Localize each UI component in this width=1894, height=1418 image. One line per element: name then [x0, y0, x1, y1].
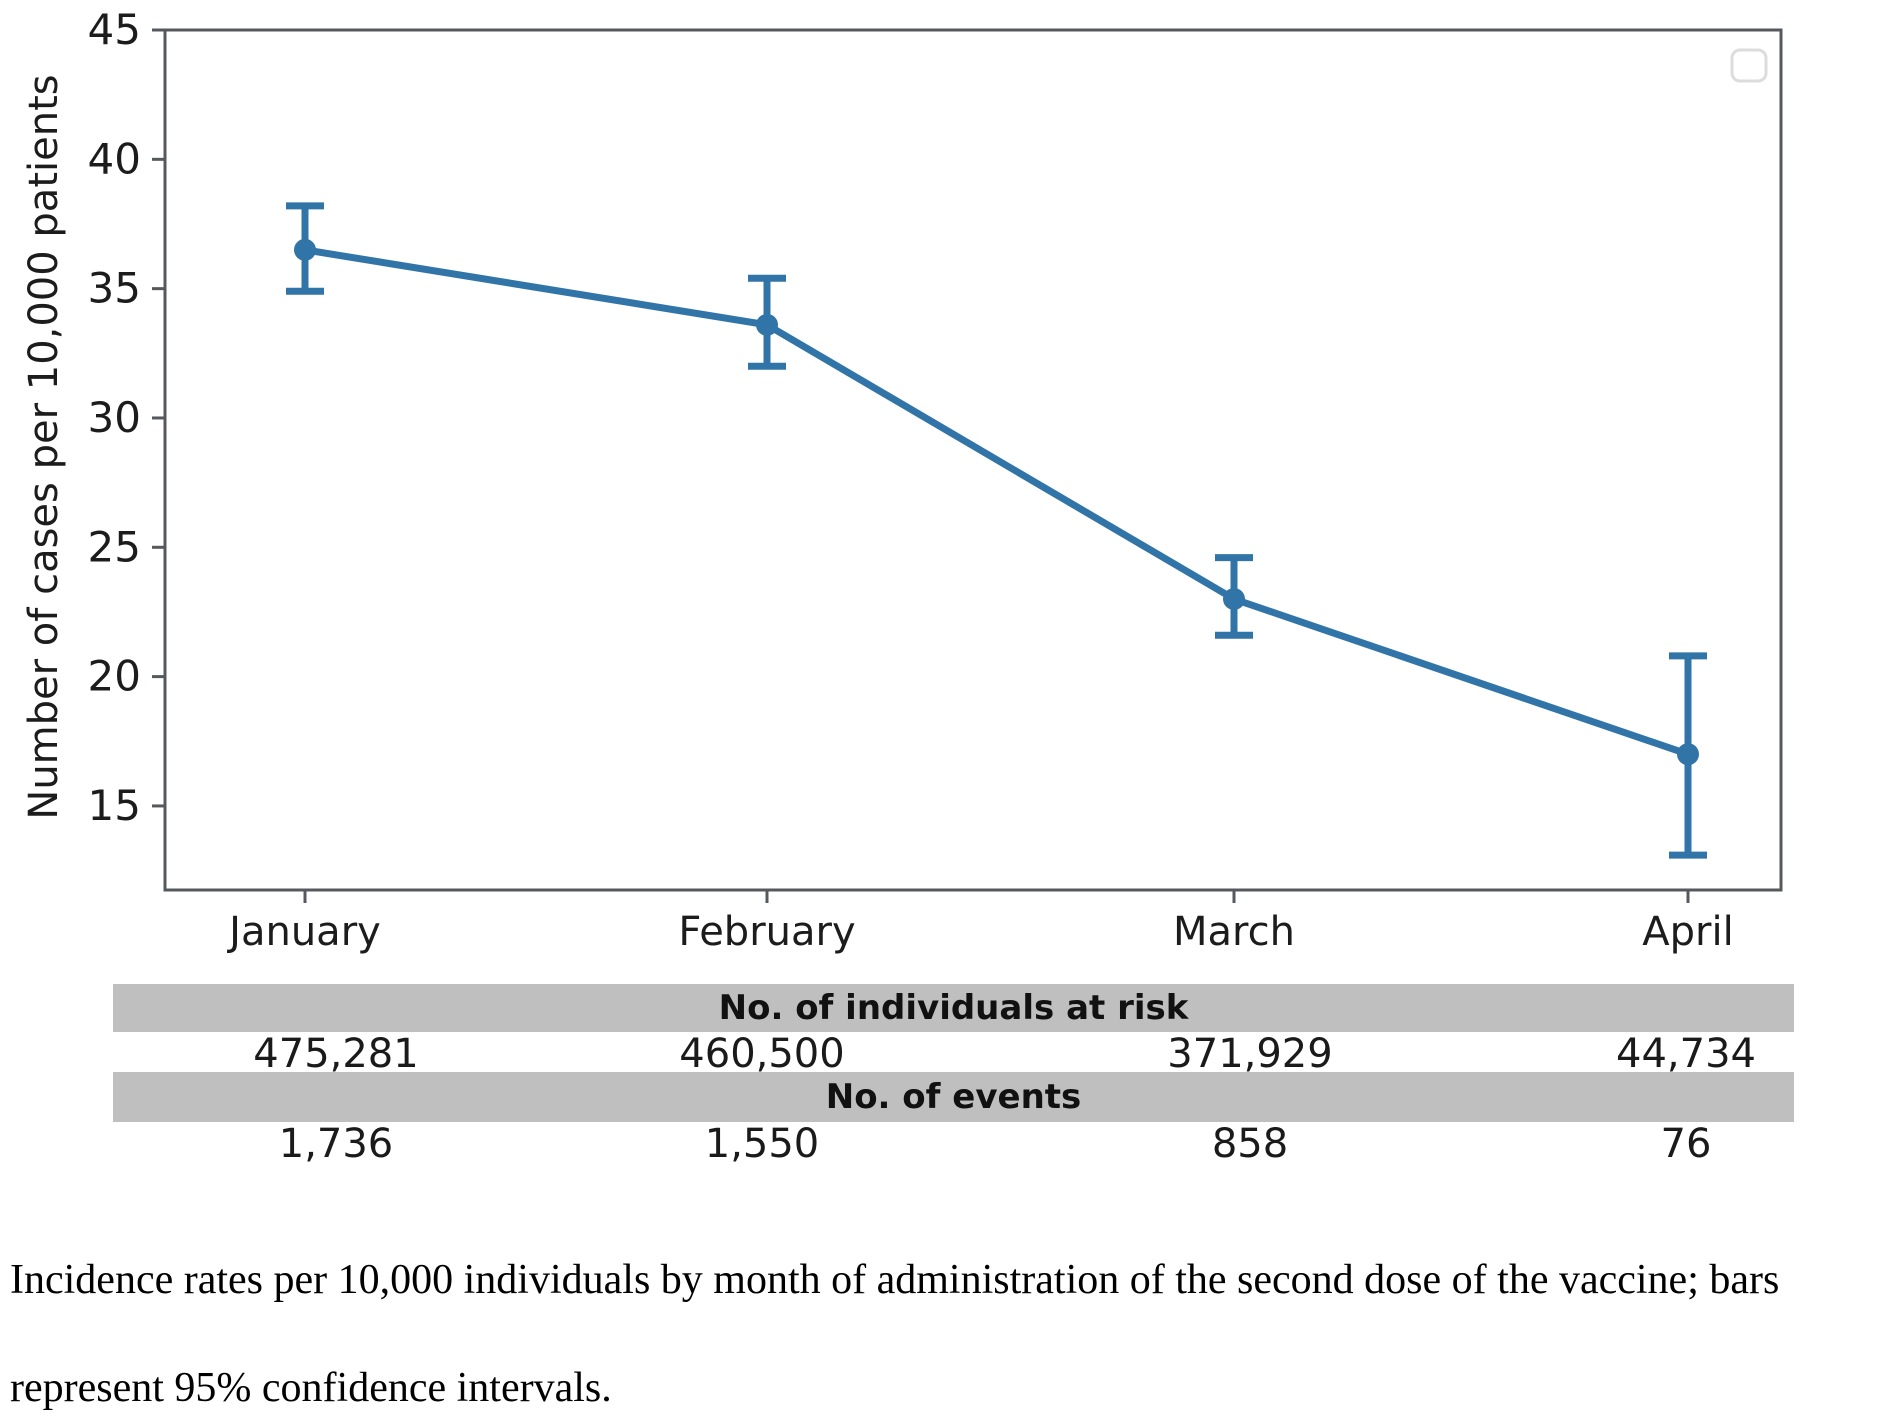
risk-value-march: 371,929: [1167, 1031, 1333, 1077]
x-tick-label: February: [678, 909, 855, 955]
legend-box: [1730, 48, 1768, 83]
y-tick-label: 40: [88, 134, 141, 183]
y-tick-label: 15: [88, 781, 141, 830]
data-point-marker: [294, 238, 316, 261]
x-tick-label: March: [1173, 909, 1295, 955]
incidence-line-chart: 45 40 35 30 25 20 15 Number of cases per 10,000…: [21, 5, 1783, 955]
x-tick-label: January: [226, 909, 381, 955]
data-point-marker: [756, 313, 778, 336]
risk-value-april: 44,734: [1616, 1031, 1756, 1077]
table-header-individuals-at-risk: No. of individuals at risk: [113, 984, 1794, 1032]
y-axis-label: Number of cases per 10,000 patients: [21, 74, 67, 819]
y-tick-label: 35: [88, 264, 141, 313]
events-value-february: 1,550: [704, 1121, 820, 1167]
plot-frame: [163, 28, 1783, 892]
data-point-marker: [1677, 743, 1699, 766]
risk-value-february: 460,500: [679, 1031, 845, 1077]
events-value-april: 76: [1660, 1121, 1712, 1167]
table-header-events: No. of events: [113, 1072, 1794, 1122]
risk-value-january: 475,281: [253, 1031, 419, 1077]
events-value-january: 1,736: [278, 1121, 394, 1167]
y-tick-label: 20: [88, 652, 141, 701]
figure-caption-line-1: Incidence rates per 10,000 individuals b…: [10, 1257, 1780, 1303]
y-tick-label: 30: [88, 393, 141, 442]
y-tick-label: 25: [88, 522, 141, 571]
x-tick-label: April: [1642, 909, 1733, 955]
events-value-march: 858: [1211, 1121, 1289, 1167]
data-point-marker: [1223, 588, 1245, 611]
figure-caption-line-2: represent 95% confidence intervals.: [10, 1365, 612, 1411]
y-tick-label: 45: [88, 5, 141, 54]
series-line: [304, 246, 1690, 758]
